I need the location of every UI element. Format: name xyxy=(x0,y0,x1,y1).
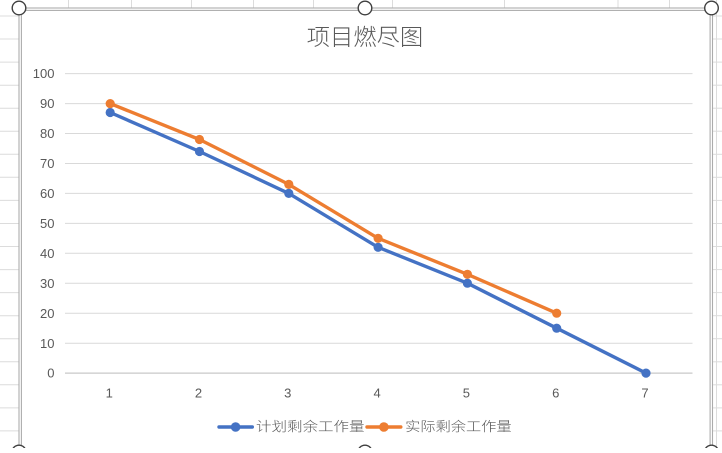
svg-text:0: 0 xyxy=(47,366,54,381)
svg-text:10: 10 xyxy=(40,336,54,351)
svg-text:4: 4 xyxy=(373,385,380,400)
svg-text:3: 3 xyxy=(284,385,291,400)
svg-text:1: 1 xyxy=(106,385,113,400)
svg-text:90: 90 xyxy=(40,96,54,111)
svg-text:30: 30 xyxy=(40,276,54,291)
svg-text:50: 50 xyxy=(40,216,54,231)
svg-text:5: 5 xyxy=(463,385,470,400)
svg-text:80: 80 xyxy=(40,126,54,141)
svg-text:100: 100 xyxy=(33,66,55,81)
svg-text:20: 20 xyxy=(40,306,54,321)
svg-text:60: 60 xyxy=(40,186,54,201)
svg-text:6: 6 xyxy=(552,385,559,400)
svg-text:7: 7 xyxy=(641,385,648,400)
svg-text:2: 2 xyxy=(195,385,202,400)
svg-text:70: 70 xyxy=(40,156,54,171)
svg-text:40: 40 xyxy=(40,246,54,261)
